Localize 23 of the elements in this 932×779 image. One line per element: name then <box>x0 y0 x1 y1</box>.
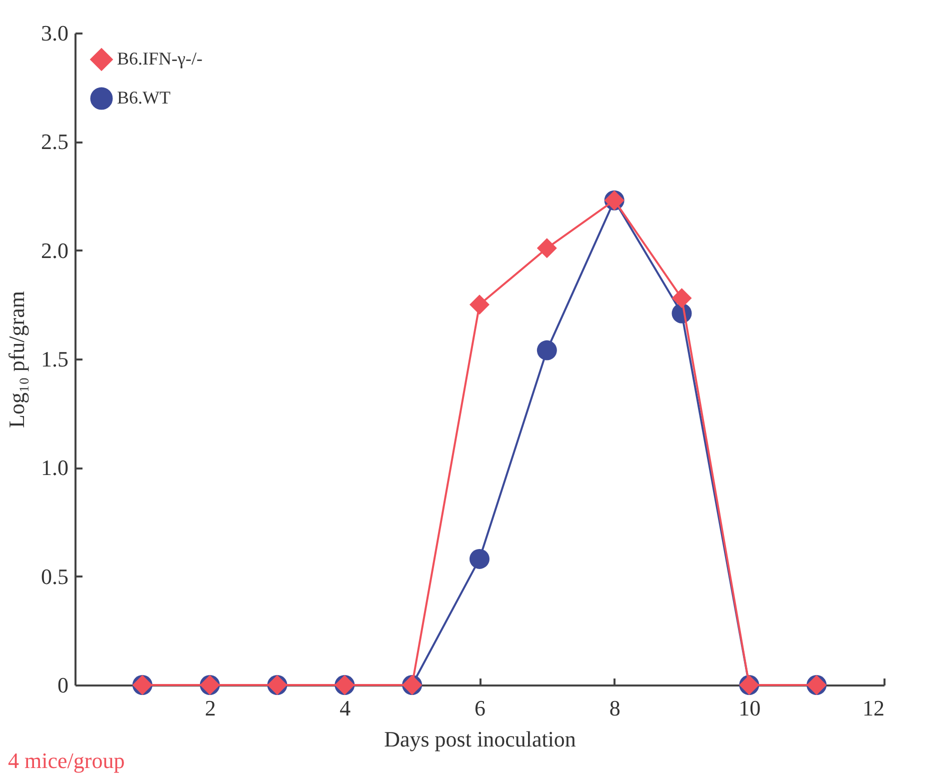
point <box>672 288 692 308</box>
y-tick-label: 2.0 <box>41 238 68 263</box>
x-tick-label: 4 <box>340 696 351 720</box>
point <box>536 340 557 360</box>
point <box>470 294 490 315</box>
y-tick-label: 1.5 <box>41 346 68 372</box>
y-tick-label: 0 <box>58 672 68 698</box>
y-tick-label: 0.5 <box>41 564 68 589</box>
legend-label: B6.WT <box>117 88 170 108</box>
y-axis-title: Log₁₀ pfu/gram <box>4 291 29 428</box>
x-tick-label: 8 <box>609 696 620 720</box>
x-tick-label: 12 <box>862 696 884 720</box>
x-tick-label: 2 <box>204 696 216 720</box>
x-axis-title: Days post inoculation <box>384 726 576 752</box>
point <box>536 238 557 258</box>
y-tick-label: 2.5 <box>41 129 68 154</box>
point <box>470 548 490 569</box>
legend-label: B6.IFN-γ-/- <box>117 48 202 68</box>
text: 4 mice/group <box>8 748 125 774</box>
x-tick-label: 6 <box>474 696 486 720</box>
y-tick-label: 1.0 <box>41 455 68 480</box>
y-tick-label: 3.0 <box>41 20 68 46</box>
x-tick-label: 10 <box>738 696 761 720</box>
